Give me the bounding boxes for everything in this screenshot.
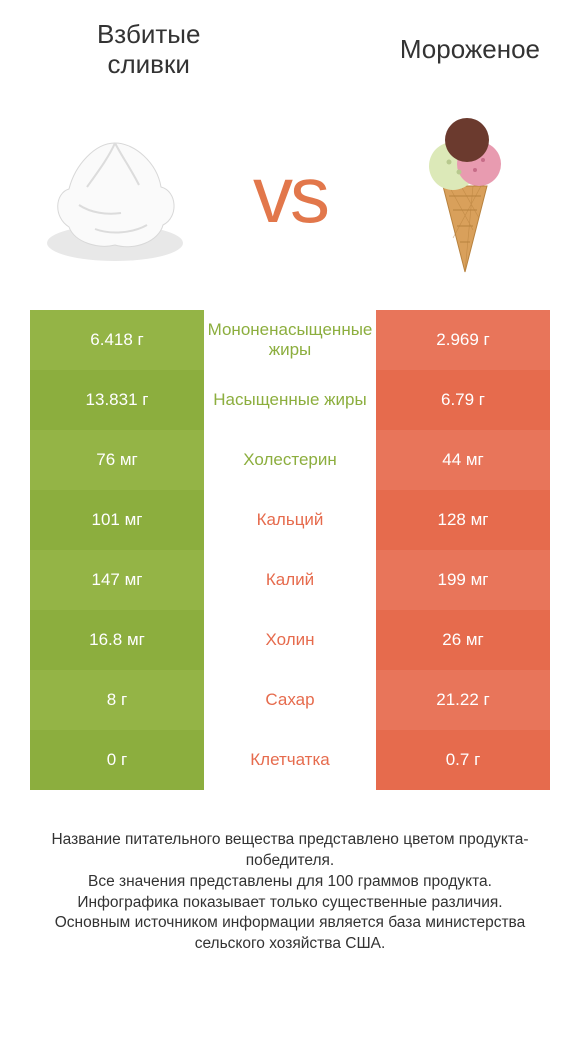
- table-row: 13.831 гНасыщенные жиры6.79 г: [30, 370, 550, 430]
- right-value: 128 мг: [376, 490, 550, 550]
- footer-line: Инфографика показывает только существенн…: [77, 894, 502, 911]
- nutrient-label: Кальций: [204, 490, 376, 550]
- header: Взбитые сливки Мороженое: [0, 0, 580, 90]
- title-left-line2: сливки: [107, 49, 189, 79]
- table-row: 6.418 гМононенасыщенные жиры2.969 г: [30, 310, 550, 370]
- left-value: 8 г: [30, 670, 204, 730]
- table-row: 101 мгКальций128 мг: [30, 490, 550, 550]
- left-value: 76 мг: [30, 430, 204, 490]
- table-row: 147 мгКалий199 мг: [30, 550, 550, 610]
- right-value: 26 мг: [376, 610, 550, 670]
- right-value: 21.22 г: [376, 670, 550, 730]
- footer-line: Основным источником информации является …: [55, 914, 526, 952]
- right-value: 2.969 г: [376, 310, 550, 370]
- left-value: 101 мг: [30, 490, 204, 550]
- ice-cream-image: [380, 110, 550, 280]
- table-row: 76 мгХолестерин44 мг: [30, 430, 550, 490]
- table-row: 16.8 мгХолин26 мг: [30, 610, 550, 670]
- right-value: 0.7 г: [376, 730, 550, 790]
- nutrient-label: Мононенасыщенные жиры: [204, 310, 376, 370]
- whipped-cream-image: [30, 110, 200, 280]
- right-value: 6.79 г: [376, 370, 550, 430]
- nutrient-label: Клетчатка: [204, 730, 376, 790]
- nutrient-label: Насыщенные жиры: [204, 370, 376, 430]
- footer-text: Название питательного вещества представл…: [0, 790, 580, 956]
- nutrient-label: Сахар: [204, 670, 376, 730]
- images-row: vs: [0, 90, 580, 310]
- vs-label: vs: [253, 149, 327, 241]
- left-value: 6.418 г: [30, 310, 204, 370]
- left-value: 0 г: [30, 730, 204, 790]
- right-value: 44 мг: [376, 430, 550, 490]
- footer-line: Название питательного вещества представл…: [51, 831, 528, 869]
- right-value: 199 мг: [376, 550, 550, 610]
- title-left-line1: Взбитые: [97, 19, 200, 49]
- left-value: 13.831 г: [30, 370, 204, 430]
- nutrient-label: Холестерин: [204, 430, 376, 490]
- title-right: Мороженое: [323, 35, 540, 65]
- nutrient-label: Калий: [204, 550, 376, 610]
- table-row: 0 гКлетчатка0.7 г: [30, 730, 550, 790]
- nutrient-table: 6.418 гМононенасыщенные жиры2.969 г13.83…: [30, 310, 550, 790]
- left-value: 147 мг: [30, 550, 204, 610]
- nutrient-label: Холин: [204, 610, 376, 670]
- title-left: Взбитые сливки: [40, 20, 257, 80]
- left-value: 16.8 мг: [30, 610, 204, 670]
- table-row: 8 гСахар21.22 г: [30, 670, 550, 730]
- footer-line: Все значения представлены для 100 граммо…: [88, 873, 492, 890]
